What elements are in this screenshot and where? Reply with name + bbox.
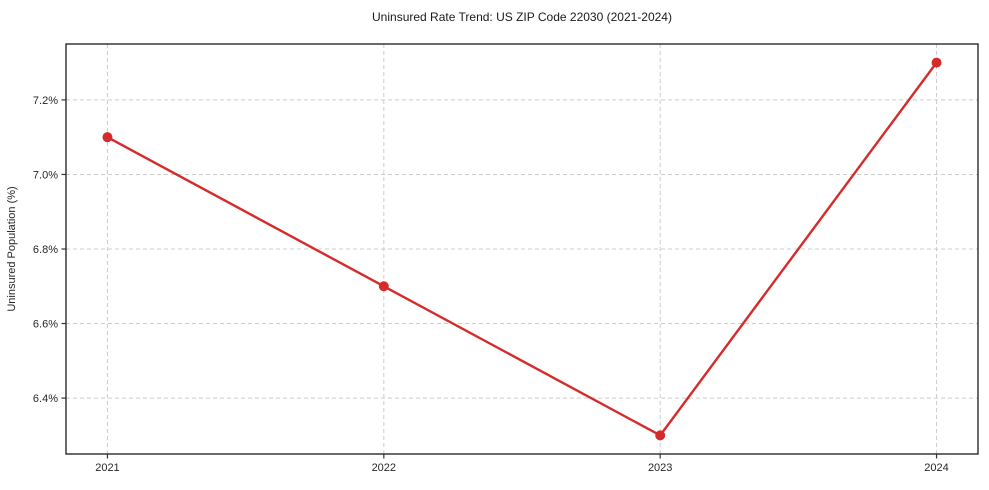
x-tick-label: 2024 [924,462,948,474]
series-layer [102,57,942,441]
y-tick-label: 6.4% [33,393,58,405]
x-tick-label: 2023 [648,462,672,474]
data-point [378,281,389,292]
y-axis-label: Uninsured Population (%) [6,186,18,311]
grid-layer [66,44,978,454]
data-point [655,430,666,441]
tick-layer [61,99,938,459]
y-tick-label: 7.2% [33,95,58,107]
tick-label-layer: 6.4% 6.6% 6.8% 7.0% 7.2% 2021 2022 2023 2024 [33,95,949,474]
y-tick-label: 6.6% [33,319,58,331]
x-tick-label: 2022 [372,462,396,474]
x-tick-label: 2021 [95,462,119,474]
trend-line [106,61,938,437]
y-tick-label: 6.8% [33,244,58,256]
data-point [931,57,942,68]
chart-title: Uninsured Rate Trend: US ZIP Code 22030 … [372,10,672,24]
y-tick-label: 7.0% [33,169,58,181]
data-point [102,132,113,143]
